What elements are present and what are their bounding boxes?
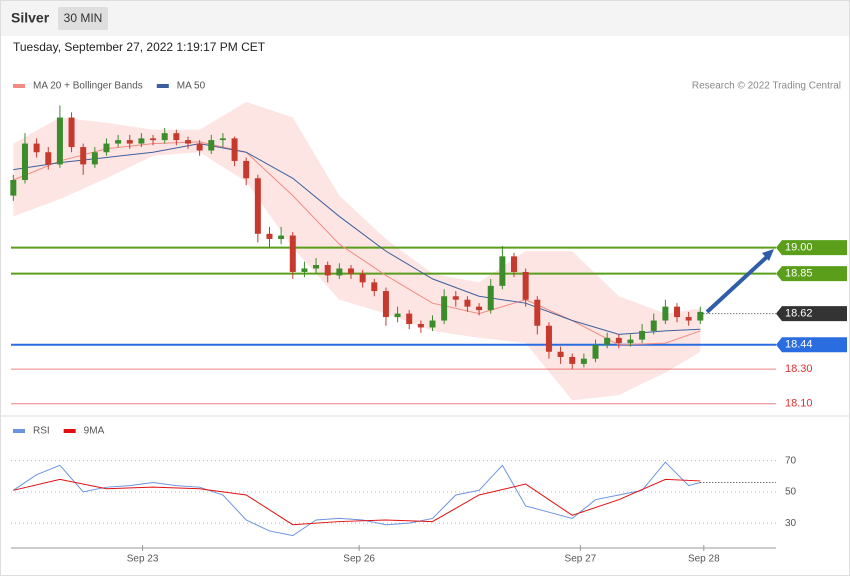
level-label-box [776,306,847,322]
x-tick-label: Sep 27 [565,554,597,565]
candle-body [406,313,413,324]
candle-body [219,138,226,141]
candle-body [639,330,646,340]
legend-label: MA 20 + Bollinger Bands [33,81,143,92]
candle-body [173,133,180,141]
legend-label: MA 50 [177,81,206,92]
candle-body [464,299,471,307]
candle-body [511,256,518,272]
series-line [13,461,701,537]
candle-body [68,117,75,148]
candle-body [184,140,191,144]
candle-body [394,313,401,318]
candle-body [662,306,669,321]
candle-body [196,143,203,151]
level-label: 18.44 [785,339,813,351]
candle-body [103,143,110,153]
candle-body [452,296,459,300]
y-tick-label: 70 [785,455,797,466]
candle-body [278,235,285,239]
candle-body [161,133,168,141]
y-tick-label: 30 [785,518,797,529]
header-bar [1,1,849,36]
candle-body [557,351,564,357]
candle-body [348,268,354,274]
x-tick-label: Sep 23 [127,554,159,565]
candle-body [33,143,40,153]
x-tick-label: Sep 26 [343,554,375,565]
candle-body [80,147,87,165]
attribution: Research © 2022 Trading Central [692,81,841,92]
legend-label: 9MA [84,426,105,437]
candle-body [697,311,704,321]
forecast-arrow [705,252,772,314]
candle-body [301,268,308,272]
candle-body [289,235,296,272]
level-label-box [776,240,847,256]
timeframe[interactable]: 30 MIN [64,11,103,25]
candle-body [417,323,424,328]
candle-body [627,339,634,344]
x-tick-label: Sep 28 [688,554,720,565]
ma-line [13,143,701,335]
timestamp: Tuesday, September 27, 2022 1:19:17 PM C… [13,40,266,54]
forecast-arrow-head [762,249,774,261]
legend-swatch [63,429,76,433]
candle-body [359,273,366,283]
candle-body [21,143,28,181]
candle-body [650,320,657,331]
candle-body [604,337,611,345]
candle-body [685,317,692,321]
candle-body [499,256,506,286]
candle-body [545,325,552,352]
candle-body [208,140,215,151]
series-line [13,478,701,526]
level-label-box [776,337,847,353]
legend-swatch [13,429,25,433]
legend-swatch [13,84,25,88]
candle-body [243,160,250,179]
candle-body [138,138,145,144]
candle-body [254,178,261,234]
level-label: 18.62 [785,307,813,319]
candle-body [569,356,576,364]
candle-body [336,268,343,276]
candle-body [313,265,320,269]
candle-body [371,282,378,292]
timeframe-badge[interactable] [58,7,108,30]
candle-body [580,358,587,364]
candle-body [522,271,529,300]
candle-body [45,152,52,165]
candle-body [534,299,541,326]
candle-body [429,320,436,328]
bollinger-band [13,101,701,401]
candle-body [126,140,133,144]
candle-body [615,337,622,344]
candle-body [150,138,157,141]
level-label: 18.30 [785,363,813,375]
candle-body [382,291,389,318]
candle-body [231,138,238,161]
candle-body [441,296,448,321]
y-tick-label: 50 [785,487,797,498]
legend-swatch [156,84,169,88]
level-label: 18.85 [785,268,813,280]
candle-body [115,140,122,144]
candle-body [10,180,17,196]
candle-body [91,152,98,165]
candle-body [476,306,483,311]
level-label: 18.10 [785,398,813,410]
candle-body [592,344,599,359]
level-label-box [776,266,847,282]
candle-body [674,306,681,318]
candle-body [56,117,63,165]
candle-body [324,265,331,276]
candle-body [487,285,494,311]
symbol: Silver [11,10,50,26]
level-label: 19.00 [785,242,813,254]
candle-body [266,233,273,239]
legend-label: RSI [33,426,50,437]
